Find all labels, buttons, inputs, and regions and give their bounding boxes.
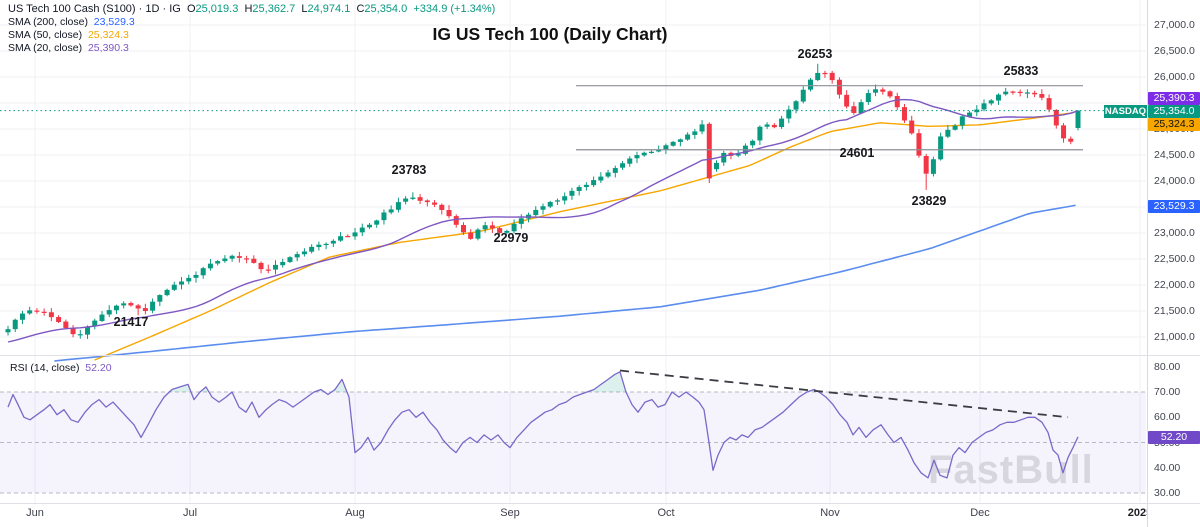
chart-annotation: 23829 bbox=[911, 194, 947, 208]
symbol-legend[interactable]: US Tech 100 Cash (S100) · 1D · IG O25,01… bbox=[8, 3, 495, 55]
price-axis-label: 23,000.0 bbox=[1154, 227, 1195, 239]
chart-title: IG US Tech 100 (Daily Chart) bbox=[432, 24, 668, 44]
rsi-label: RSI (14, close) bbox=[10, 362, 80, 374]
pane-divider[interactable] bbox=[0, 355, 1200, 356]
sma200-label: SMA (200, close) bbox=[8, 16, 88, 28]
price-axis-label: 22,500.0 bbox=[1154, 253, 1195, 265]
price-axis-label: 24,500.0 bbox=[1154, 149, 1195, 161]
axis-divider bbox=[0, 503, 1200, 504]
sma50-row: SMA (50, close) 25,324.3 bbox=[8, 29, 495, 42]
rsi-axis-label: 30.00 bbox=[1154, 487, 1181, 499]
time-axis[interactable]: Jun Jul Aug Sep Oct Nov Dec 2025 bbox=[0, 504, 1200, 527]
sma20-label: SMA (20, close) bbox=[8, 42, 83, 54]
axis-price-badge: 25,324.3 bbox=[1148, 118, 1200, 131]
time-axis-label: Jun bbox=[26, 507, 44, 519]
time-axis-label: Jul bbox=[182, 507, 198, 519]
chart-annotation: 26253 bbox=[797, 47, 833, 61]
ohlc-low-value: 24,974.1 bbox=[307, 3, 351, 15]
axis-price-badge: 25,390.3 bbox=[1148, 91, 1200, 105]
ohlc-open-label: O bbox=[186, 3, 196, 15]
ohlc-open-value: 25,019.3 bbox=[195, 3, 239, 15]
ohlc-high-label: H bbox=[244, 3, 253, 15]
price-axis-label: 24,000.0 bbox=[1154, 175, 1195, 187]
price-axis-label: 22,000.0 bbox=[1154, 279, 1195, 291]
ohlc-low-label: L bbox=[301, 3, 308, 15]
chart-annotation: 23783 bbox=[391, 163, 427, 177]
ohlc-close-value: 25,354.0 bbox=[364, 3, 408, 15]
axis-price-badge: 25,354.0 bbox=[1148, 105, 1200, 118]
axis-price-badge: 23,529.3 bbox=[1148, 200, 1200, 213]
time-axis-label: Dec bbox=[970, 507, 990, 519]
time-axis-label: Aug bbox=[345, 507, 365, 519]
rsi-legend[interactable]: RSI (14, close) 52.20 bbox=[10, 362, 112, 374]
axis-price-badge: 52.20 bbox=[1148, 431, 1200, 444]
symbol-name: US Tech 100 Cash (S100) · 1D · IG bbox=[8, 3, 181, 15]
sma20-row: SMA (20, close) 25,390.3 bbox=[8, 42, 495, 55]
chart-annotation: 24601 bbox=[839, 146, 875, 160]
nasdaq-symbol-badge: NASDAQ bbox=[1104, 105, 1147, 118]
sma200-row: SMA (200, close) 23,529.3 bbox=[8, 16, 495, 29]
rsi-axis-label: 70.00 bbox=[1154, 386, 1181, 398]
chart-annotation: 25833 bbox=[1003, 64, 1039, 78]
time-axis-label: Nov bbox=[820, 507, 840, 519]
watermark: FastBull bbox=[928, 448, 1094, 492]
ohlc-close-label: C bbox=[356, 3, 365, 15]
sma50-value: 25,324.3 bbox=[87, 29, 129, 41]
time-axis-label: Sep bbox=[500, 507, 520, 519]
price-axis-label: 21,000.0 bbox=[1154, 331, 1195, 343]
chart-annotation: 21417 bbox=[113, 315, 149, 329]
change-value: +334.9 (+1.34%) bbox=[413, 3, 496, 15]
price-axis-panel[interactable]: 27,000.026,500.026,000.025,500.025,000.0… bbox=[1147, 0, 1200, 527]
rsi-axis-label: 80.00 bbox=[1154, 360, 1181, 373]
time-axis-label: Oct bbox=[657, 507, 675, 519]
time-axis-label: 2025 bbox=[1127, 507, 1153, 519]
ohlc-high-value: 25,362.7 bbox=[252, 3, 296, 15]
sma20-value: 25,390.3 bbox=[87, 42, 129, 54]
price-axis-label: 26,500.0 bbox=[1154, 45, 1195, 57]
rsi-axis-label: 60.00 bbox=[1154, 411, 1181, 424]
rsi-value: 52.20 bbox=[85, 362, 112, 374]
sma200-value: 23,529.3 bbox=[93, 16, 135, 28]
sma50-label: SMA (50, close) bbox=[8, 29, 83, 41]
price-axis-label: 26,000.0 bbox=[1154, 71, 1195, 83]
symbol-row: US Tech 100 Cash (S100) · 1D · IG O25,01… bbox=[8, 3, 495, 16]
price-axis-label: 21,500.0 bbox=[1154, 305, 1195, 317]
chart-annotation: 22979 bbox=[493, 231, 529, 245]
price-axis-label: 27,000.0 bbox=[1154, 19, 1195, 31]
rsi-axis-label: 40.00 bbox=[1154, 461, 1181, 474]
